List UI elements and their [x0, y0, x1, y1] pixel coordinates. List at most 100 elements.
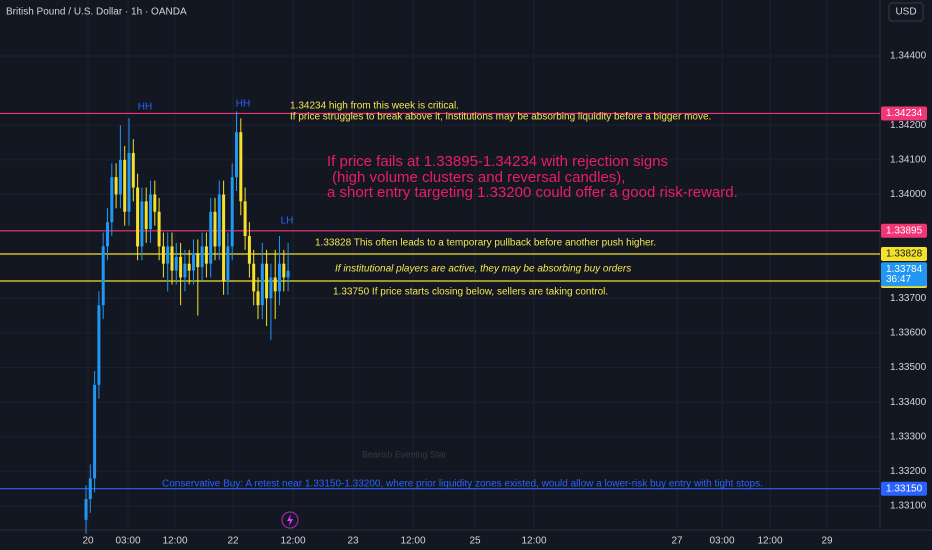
event-icon[interactable] — [281, 511, 299, 529]
countdown: 36:47 — [886, 274, 911, 285]
candle-body — [97, 305, 101, 385]
candle-body — [114, 177, 118, 195]
x-tick-label: 03:00 — [115, 536, 140, 547]
annotation: Conservative Buy: A retest near 1.33150-… — [162, 479, 763, 490]
price-badge-label: 1.33828 — [886, 249, 923, 260]
candle-body — [235, 132, 238, 178]
currency-button[interactable] — [888, 2, 924, 22]
y-tick-label: 1.33400 — [890, 397, 927, 408]
candle-body — [131, 152, 135, 188]
candle-body — [204, 246, 208, 264]
candle-body — [282, 263, 286, 278]
price-badge — [881, 481, 927, 496]
x-tick-label: 29 — [821, 536, 833, 547]
annotation: 1.34234 high from this week is critical. — [290, 101, 459, 112]
annotation: If price struggles to break above it, in… — [290, 112, 711, 123]
price-badge — [881, 106, 927, 121]
current-price-label: 1.33784 — [886, 264, 923, 275]
y-tick-label: 1.34200 — [890, 120, 927, 131]
x-tick-label: 27 — [671, 536, 683, 547]
pattern-marker: HH — [236, 99, 250, 110]
y-tick-label: 1.33300 — [890, 431, 927, 442]
candle-body — [140, 201, 144, 247]
x-tick-label: 25 — [469, 536, 481, 547]
candle-body — [144, 201, 148, 230]
candle-body — [153, 194, 157, 212]
y-tick-label: 1.34000 — [890, 189, 927, 200]
annotation: 1.33828 This often leads to a temporary … — [315, 238, 656, 249]
y-tick-label: 1.34100 — [890, 154, 927, 165]
x-tick-label: 03:00 — [709, 536, 734, 547]
candle-body — [269, 277, 273, 299]
candle-body — [179, 256, 183, 278]
price-badge — [881, 223, 927, 238]
candle-body — [106, 222, 109, 247]
chart-title: British Pound / U.S. Dollar · 1h · OANDA — [6, 7, 187, 18]
candle-body — [213, 211, 217, 247]
candle-body — [157, 211, 161, 247]
candle-body — [196, 253, 200, 268]
candle-body — [226, 246, 230, 281]
x-tick-label: 20 — [82, 536, 94, 547]
current-price-badge — [881, 262, 927, 287]
annotation: a short entry targeting 1.33200 could of… — [327, 184, 738, 201]
candle-body — [88, 478, 92, 500]
candle-body — [110, 177, 114, 223]
candle-body — [247, 236, 251, 264]
candle-body — [192, 253, 195, 271]
price-badge-label: 1.33895 — [886, 225, 923, 236]
y-tick-label: 1.33600 — [890, 328, 927, 339]
x-tick-label: 12:00 — [162, 536, 187, 547]
candle-body — [243, 201, 247, 236]
candle-body — [260, 263, 264, 306]
candle-body — [222, 194, 226, 281]
candle-body — [170, 246, 174, 271]
x-tick-label: 12:00 — [521, 536, 546, 547]
event-icon-bolt — [287, 514, 293, 526]
candle-body — [183, 263, 187, 278]
annotation: 1.33750 If price starts closing below, s… — [333, 287, 608, 298]
price-badge-label: 1.34234 — [886, 108, 923, 119]
candle-body — [209, 211, 213, 264]
annotation: Bearish Evening Star — [362, 449, 447, 459]
annotation: If institutional players are active, the… — [335, 264, 631, 275]
candle-body — [174, 256, 178, 271]
candle-body — [252, 263, 256, 292]
x-tick-label: 12:00 — [400, 536, 425, 547]
y-tick-label: 1.33100 — [890, 501, 927, 512]
candle-body — [256, 291, 260, 306]
candle-body — [123, 159, 127, 212]
annotation: (high volume clusters and reversal candl… — [332, 169, 625, 186]
currency-label[interactable]: USD — [895, 7, 916, 18]
x-tick-label: 12:00 — [757, 536, 782, 547]
candle-body — [230, 177, 234, 247]
candle-body — [149, 194, 152, 230]
candle-body — [187, 263, 191, 271]
candle-body — [278, 263, 281, 292]
candle-body — [200, 246, 204, 268]
price-badge — [881, 247, 927, 261]
y-tick-label: 1.33200 — [890, 466, 927, 477]
candle-body — [136, 187, 140, 247]
candle-body — [118, 159, 122, 195]
candle-body — [239, 132, 243, 202]
y-tick-label: 1.34400 — [890, 51, 927, 62]
candle-body — [166, 246, 170, 264]
candle-body — [286, 270, 290, 278]
x-tick-label: 12:00 — [280, 536, 305, 547]
candle-body — [101, 246, 105, 306]
candle-body — [93, 384, 97, 479]
y-tick-label: 1.33700 — [890, 293, 927, 304]
candle-body — [127, 152, 131, 212]
x-tick-label: 22 — [227, 536, 239, 547]
candle-body — [217, 194, 221, 247]
candle-body — [84, 499, 88, 520]
y-tick-label: 1.33500 — [890, 362, 927, 373]
candle-body — [161, 246, 165, 264]
annotation: If price fails at 1.33895-1.34234 with r… — [327, 153, 668, 170]
pattern-marker: HH — [138, 102, 152, 113]
candle-body — [273, 277, 277, 292]
price-badge-label: 1.33150 — [886, 483, 923, 494]
